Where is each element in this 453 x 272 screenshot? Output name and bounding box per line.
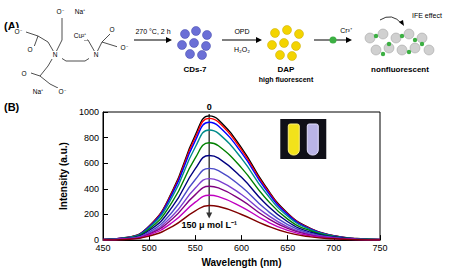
svg-text:H₂O₂: H₂O₂ — [234, 46, 250, 53]
svg-text:800: 800 — [84, 133, 99, 143]
svg-text:270 °C, 2 h: 270 °C, 2 h — [135, 28, 170, 35]
svg-text:O⁻: O⁻ — [58, 88, 65, 95]
svg-text:N: N — [94, 51, 99, 58]
svg-text:O⁻: O⁻ — [14, 28, 21, 35]
svg-text:1000: 1000 — [79, 107, 99, 117]
svg-text:O: O — [109, 26, 114, 33]
svg-text:N: N — [53, 51, 58, 58]
svg-text:450: 450 — [95, 243, 110, 253]
svg-text:high fluorescent: high fluorescent — [259, 76, 314, 84]
svg-text:Na⁺: Na⁺ — [75, 8, 85, 15]
svg-text:400: 400 — [84, 184, 99, 194]
svg-text:Na⁺: Na⁺ — [33, 88, 43, 95]
svg-text:550: 550 — [188, 243, 203, 253]
svg-text:600: 600 — [84, 158, 99, 168]
svg-text:Cu²⁺: Cu²⁺ — [74, 32, 86, 39]
svg-text:Wavelength (nm): Wavelength (nm) — [201, 257, 281, 268]
svg-text:500: 500 — [142, 243, 157, 253]
svg-text:O: O — [27, 46, 32, 53]
svg-text:CDs-7: CDs-7 — [183, 65, 207, 74]
svg-text:150 μ mol L⁻¹: 150 μ mol L⁻¹ — [181, 220, 237, 230]
svg-text:(A): (A) — [4, 20, 20, 32]
svg-text:(B): (B) — [4, 101, 20, 113]
svg-text:O⁻: O⁻ — [56, 8, 63, 15]
svg-text:600: 600 — [234, 243, 249, 253]
svg-text:O⁻: O⁻ — [120, 44, 127, 51]
svg-text:Cr³⁺: Cr³⁺ — [340, 27, 353, 34]
svg-text:700: 700 — [326, 243, 341, 253]
svg-text:Intensity (a.u.): Intensity (a.u.) — [58, 142, 69, 210]
svg-text:nonfluorescent: nonfluorescent — [371, 65, 429, 74]
svg-text:IFE effect: IFE effect — [412, 12, 442, 19]
svg-text:O: O — [21, 70, 26, 77]
svg-text:750: 750 — [372, 243, 387, 253]
svg-text:0: 0 — [94, 235, 99, 246]
svg-text:0: 0 — [207, 102, 212, 112]
svg-text:200: 200 — [84, 209, 99, 219]
svg-text:650: 650 — [280, 243, 295, 253]
svg-text:DAP: DAP — [278, 65, 296, 74]
svg-text:OPD: OPD — [234, 28, 249, 35]
